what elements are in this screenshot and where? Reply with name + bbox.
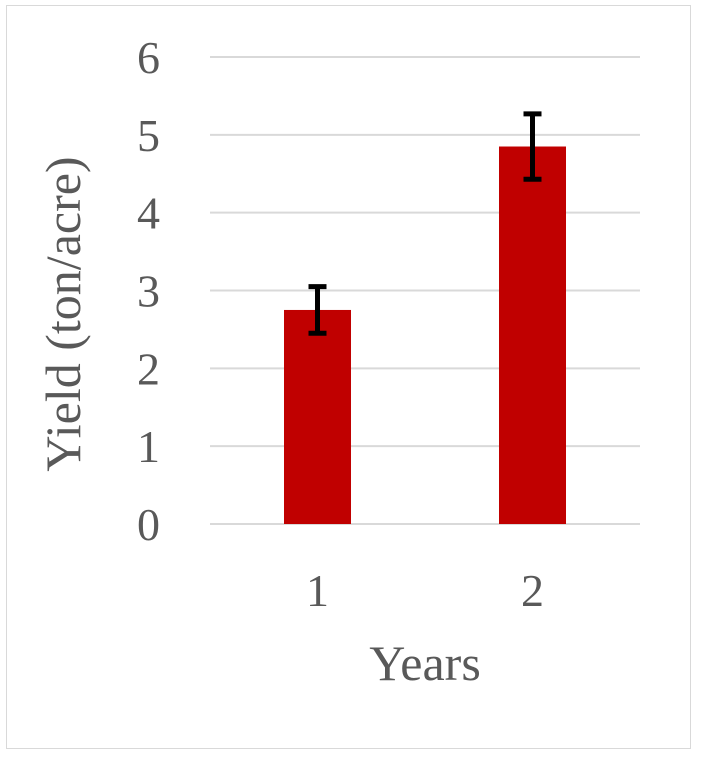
x-tick-label: 1 (306, 565, 329, 616)
y-tick-labels: 0 1 2 3 4 5 6 (137, 32, 160, 550)
x-axis-title: Years (369, 635, 481, 691)
bar (499, 146, 566, 524)
error-bars (308, 111, 542, 336)
error-bar (308, 284, 327, 336)
y-tick-label: 5 (137, 110, 160, 161)
y-tick-label: 3 (137, 266, 160, 317)
x-tick-label: 2 (521, 565, 544, 616)
y-tick-label: 1 (137, 421, 160, 472)
bars (284, 146, 566, 524)
gridlines (210, 56, 640, 525)
y-tick-label: 0 (137, 499, 160, 550)
y-tick-label: 6 (137, 32, 160, 83)
error-bar (523, 111, 542, 182)
y-tick-label: 2 (137, 343, 160, 394)
y-tick-label: 4 (137, 188, 160, 239)
y-axis-title: Yield (ton/acre) (35, 156, 91, 471)
bar (284, 309, 351, 524)
